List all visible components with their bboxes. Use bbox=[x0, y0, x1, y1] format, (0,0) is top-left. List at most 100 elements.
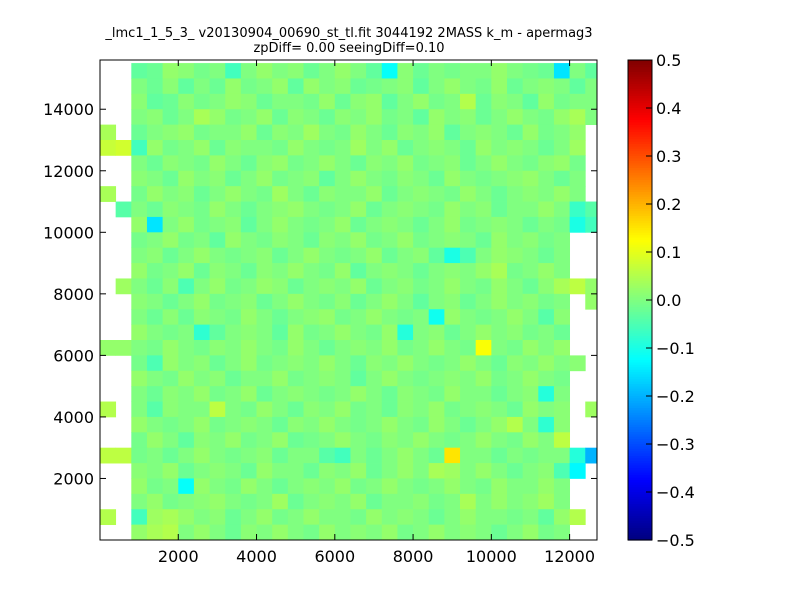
heatmap-cell bbox=[225, 463, 242, 479]
colorbar-segment bbox=[628, 410, 652, 414]
heatmap-cell bbox=[491, 355, 508, 372]
heatmap-cell bbox=[491, 109, 508, 126]
heatmap-cell bbox=[413, 278, 430, 295]
heatmap-cell bbox=[475, 416, 492, 433]
heatmap-cell bbox=[569, 124, 586, 141]
heatmap-cell bbox=[460, 493, 477, 510]
heatmap-cell bbox=[522, 201, 539, 218]
colorbar-segment bbox=[628, 405, 652, 409]
heatmap-cell bbox=[193, 355, 210, 372]
heatmap-cell bbox=[538, 278, 555, 295]
heatmap-cell bbox=[506, 386, 524, 402]
heatmap-cell bbox=[381, 216, 398, 233]
heatmap-cell bbox=[522, 463, 539, 479]
heatmap-cell bbox=[193, 293, 210, 310]
heatmap-cell bbox=[460, 463, 477, 479]
heatmap-cell bbox=[491, 447, 508, 464]
heatmap-cell bbox=[225, 140, 242, 156]
heatmap-cell bbox=[193, 463, 210, 479]
colorbar-segment bbox=[628, 369, 652, 373]
heatmap-cell bbox=[553, 201, 571, 218]
heatmap-cell bbox=[319, 78, 336, 95]
heatmap-cell bbox=[193, 216, 210, 233]
heatmap-cell bbox=[146, 232, 164, 249]
heatmap-cell bbox=[538, 478, 555, 495]
colorbar-segment bbox=[628, 247, 652, 251]
heatmap-cell bbox=[491, 232, 508, 249]
heatmap-cell bbox=[428, 186, 445, 202]
heatmap-cell bbox=[272, 232, 289, 249]
heatmap-cell bbox=[115, 278, 132, 295]
colorbar-segment bbox=[628, 136, 652, 140]
heatmap-cell bbox=[553, 216, 571, 233]
heatmap-cell bbox=[287, 401, 304, 418]
colorbar-segment bbox=[628, 355, 652, 359]
heatmap-cell bbox=[272, 401, 289, 418]
heatmap-cell bbox=[413, 463, 430, 479]
heatmap-cell bbox=[115, 340, 132, 356]
heatmap-cell bbox=[287, 216, 304, 233]
heatmap-cell bbox=[522, 293, 539, 310]
heatmap-cell bbox=[397, 463, 414, 479]
heatmap-cell bbox=[538, 93, 555, 110]
heatmap-cell bbox=[538, 509, 555, 526]
heatmap-cell bbox=[319, 155, 336, 172]
heatmap-cell bbox=[209, 201, 226, 218]
heatmap-cell bbox=[522, 247, 539, 264]
colorbar-segment bbox=[628, 201, 652, 205]
heatmap-cell bbox=[162, 216, 179, 233]
heatmap-cell bbox=[506, 463, 524, 479]
heatmap-cell bbox=[209, 401, 226, 418]
heatmap-cell bbox=[193, 155, 210, 172]
heatmap-cell bbox=[475, 509, 492, 526]
heatmap-cell bbox=[553, 155, 571, 172]
heatmap-cell bbox=[131, 401, 148, 418]
heatmap-cell bbox=[444, 155, 461, 172]
heatmap-cell bbox=[225, 524, 242, 541]
heatmap-cell bbox=[569, 78, 586, 95]
colorbar-segment bbox=[628, 170, 652, 174]
colorbar-segment bbox=[628, 249, 652, 253]
heatmap-cell bbox=[491, 293, 508, 310]
heatmap-cell bbox=[475, 340, 492, 356]
heatmap-cell bbox=[178, 78, 195, 95]
heatmap-cell bbox=[491, 493, 508, 510]
heatmap-cell bbox=[131, 201, 148, 218]
heatmap-cell bbox=[428, 124, 445, 141]
heatmap-cell bbox=[366, 370, 383, 387]
colorbar-tick-label: −0.4 bbox=[656, 483, 695, 502]
colorbar-segment bbox=[628, 460, 652, 464]
heatmap-cell bbox=[397, 278, 414, 295]
heatmap-cell bbox=[334, 478, 351, 495]
heatmap-cell bbox=[131, 509, 148, 526]
heatmap-cell bbox=[491, 324, 508, 341]
heatmap-cell bbox=[334, 78, 351, 95]
colorbar-segment bbox=[628, 165, 652, 169]
heatmap-cell bbox=[209, 493, 226, 510]
heatmap-cell bbox=[287, 293, 304, 310]
heatmap-cell bbox=[397, 493, 414, 510]
heatmap-cell bbox=[585, 93, 598, 110]
colorbar-segment bbox=[628, 266, 652, 270]
heatmap-cell bbox=[413, 140, 430, 156]
heatmap-cell bbox=[240, 432, 257, 449]
heatmap-cell bbox=[193, 524, 210, 541]
colorbar-tick-label: 0.1 bbox=[656, 243, 681, 262]
heatmap-cell bbox=[287, 478, 304, 495]
heatmap-cell bbox=[444, 78, 461, 95]
heatmap-cell bbox=[397, 293, 414, 310]
heatmap-cell bbox=[397, 93, 414, 110]
heatmap-cell bbox=[334, 232, 351, 249]
heatmap-cell bbox=[397, 355, 414, 372]
heatmap-cell bbox=[256, 309, 273, 326]
heatmap-cell bbox=[178, 63, 195, 79]
heatmap-cell bbox=[506, 263, 524, 279]
colorbar-segment bbox=[628, 420, 652, 423]
heatmap-cell bbox=[100, 186, 117, 202]
heatmap-cell bbox=[397, 509, 414, 526]
colorbar-segment bbox=[628, 256, 652, 260]
colorbar-segment bbox=[628, 501, 652, 505]
heatmap-cell bbox=[319, 324, 336, 341]
heatmap-cell bbox=[240, 324, 257, 341]
heatmap-cell bbox=[334, 463, 351, 479]
